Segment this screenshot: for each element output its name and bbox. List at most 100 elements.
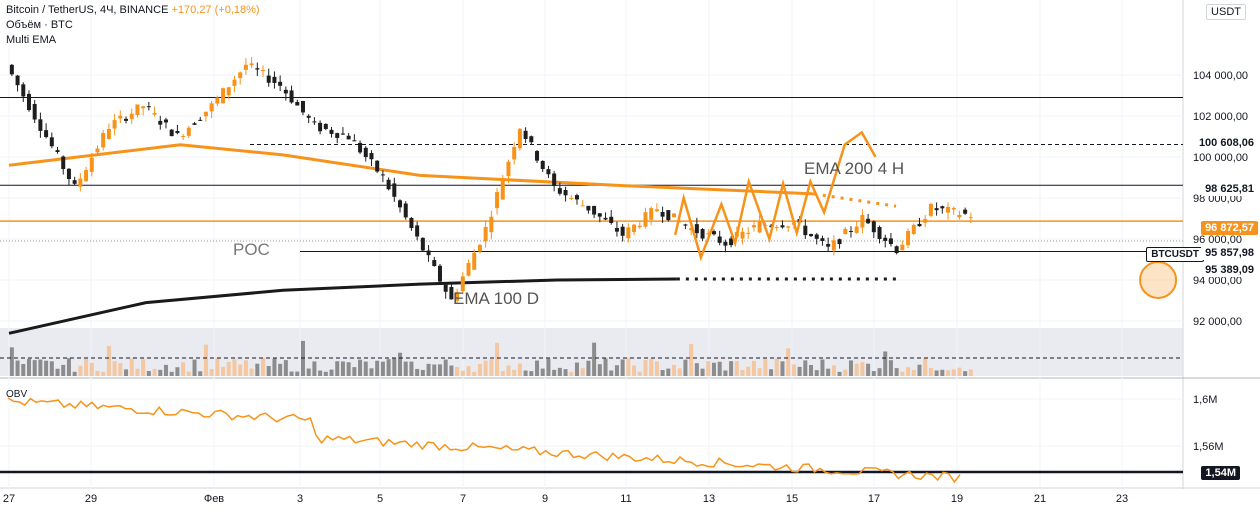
volume-bar <box>535 360 540 376</box>
volume-bar <box>848 360 853 376</box>
candle-body <box>597 213 602 217</box>
volume-bar <box>500 371 505 376</box>
volume-bar <box>820 359 825 376</box>
volume-bar <box>477 363 482 376</box>
volume-bar <box>198 371 203 376</box>
candle-body <box>398 200 403 208</box>
volume-bar <box>266 366 271 376</box>
projection <box>673 130 1178 299</box>
candle-body <box>261 69 266 72</box>
volume-indicator-label[interactable]: Объём · BTC <box>6 19 73 31</box>
volume-bar <box>472 371 477 376</box>
volume-bar <box>888 360 893 376</box>
volume-bar <box>626 358 631 376</box>
candle-body <box>689 228 694 231</box>
candle-body <box>129 113 134 119</box>
price-tick-label: 96 000,00 <box>1193 234 1242 246</box>
volume-bar <box>786 348 791 376</box>
candle-body <box>289 90 294 103</box>
candle-body <box>649 208 654 220</box>
candle-body <box>272 76 277 83</box>
volume-bar <box>437 364 442 376</box>
candle-body <box>900 244 905 251</box>
volume-bar <box>717 361 722 376</box>
volume-bar <box>791 364 796 376</box>
candle-body <box>215 97 220 104</box>
candle-body <box>523 130 528 139</box>
candle-body <box>335 133 340 138</box>
volume-bar <box>529 371 534 376</box>
candle-body <box>352 140 357 142</box>
volume-bar <box>386 359 391 376</box>
candle-body <box>375 160 380 172</box>
candle-body <box>552 173 557 186</box>
candle-body <box>946 206 951 213</box>
candle-body <box>198 119 203 121</box>
volume-bar <box>329 369 334 376</box>
candle-body <box>477 244 482 252</box>
candle-body <box>934 208 939 211</box>
time-tick-label: 17 <box>868 493 880 505</box>
candle-body <box>963 209 968 214</box>
volume-bar <box>666 368 671 376</box>
level-label-95389: 95 389,09 <box>1201 263 1258 277</box>
candle-body <box>118 115 123 119</box>
candle-body <box>751 225 756 228</box>
obv-tick-label: 1,56M <box>1193 441 1224 453</box>
volume-bar <box>306 368 311 376</box>
volume-bar <box>968 369 973 376</box>
volume-bar <box>780 361 785 376</box>
volume-bar <box>763 359 768 376</box>
volume-bar <box>295 371 300 376</box>
candle-body <box>911 224 916 234</box>
volume-bar <box>135 368 140 376</box>
candle-body <box>563 189 568 196</box>
volume-bar <box>101 371 106 376</box>
candle-body <box>329 129 334 134</box>
volume-bar <box>375 360 380 376</box>
candle-body <box>15 75 20 86</box>
volume-bar <box>84 359 89 376</box>
volume-bar <box>312 361 317 376</box>
candle-body <box>358 142 363 153</box>
obv-tick-label: 1,6M <box>1193 394 1217 406</box>
volume-bar <box>614 365 619 376</box>
volume-bar <box>72 371 77 376</box>
candle-body <box>243 64 248 70</box>
volume-bar <box>711 362 716 376</box>
volume-bar <box>66 358 71 376</box>
candle-body <box>232 79 237 86</box>
candle-body <box>89 157 94 172</box>
candle-body <box>711 231 716 235</box>
volume-bar <box>512 369 517 376</box>
volume-bar <box>751 360 756 376</box>
volume-bar <box>409 361 414 376</box>
candle-body <box>660 212 665 217</box>
ema-indicator-label[interactable]: Multi EMA <box>6 34 57 46</box>
volume-bar <box>523 370 528 376</box>
volume-bar <box>89 362 94 376</box>
volume-bar <box>843 369 848 376</box>
candle-body <box>672 213 677 218</box>
candle-body <box>557 188 562 194</box>
candle-body <box>757 221 762 233</box>
candle-body <box>951 207 956 210</box>
currency-button[interactable]: USDT <box>1206 4 1246 20</box>
ema200-annotation: EMA 200 4 H <box>804 159 904 178</box>
candle-body <box>535 151 540 161</box>
time-tick-label: 7 <box>460 493 466 505</box>
candle-body <box>61 156 66 169</box>
volume-bar <box>877 368 882 376</box>
candle-body <box>192 123 197 125</box>
candle-body <box>854 226 859 233</box>
symbol-title[interactable]: Bitcoin / TetherUS, 4Ч, BINANCE <box>6 4 169 16</box>
volume-bar <box>837 371 842 376</box>
volume-bar <box>797 366 802 376</box>
current-price-label: 95 857,98 <box>1201 246 1258 260</box>
volume-bar <box>643 360 648 376</box>
grid <box>0 0 1183 488</box>
volume-bar <box>946 370 951 376</box>
volume-bar <box>928 368 933 376</box>
candle-body <box>620 226 625 236</box>
volume-bar <box>26 358 31 376</box>
